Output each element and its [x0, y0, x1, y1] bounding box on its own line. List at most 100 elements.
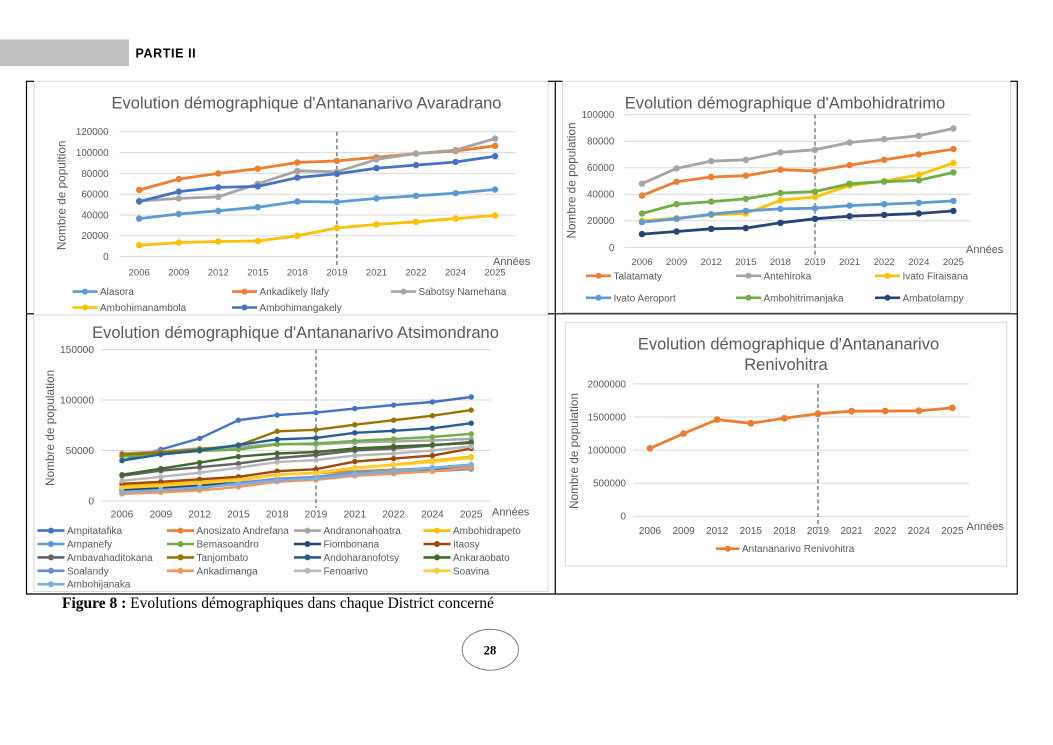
- svg-text:2018: 2018: [287, 268, 308, 279]
- svg-text:2009: 2009: [149, 509, 172, 520]
- svg-text:Soavina: Soavina: [453, 566, 490, 577]
- svg-text:Ankaraobato: Ankaraobato: [453, 553, 510, 564]
- svg-text:0: 0: [621, 512, 627, 523]
- svg-text:Années: Années: [493, 256, 531, 268]
- svg-text:2009: 2009: [168, 268, 189, 279]
- svg-text:2006: 2006: [639, 526, 662, 537]
- svg-text:2022: 2022: [405, 268, 426, 279]
- svg-text:2019: 2019: [326, 268, 347, 279]
- svg-text:2006: 2006: [631, 257, 652, 268]
- svg-text:20000: 20000: [81, 231, 109, 242]
- svg-text:2006: 2006: [111, 509, 134, 520]
- svg-text:Itaosy: Itaosy: [453, 540, 480, 551]
- svg-text:120000: 120000: [76, 127, 109, 138]
- svg-text:Renivohitra: Renivohitra: [744, 356, 828, 374]
- svg-text:Nombre de population: Nombre de population: [43, 370, 57, 486]
- svg-text:Fiombonana: Fiombonana: [324, 540, 380, 551]
- svg-text:Nombre de population: Nombre de population: [567, 393, 581, 509]
- svg-text:2012: 2012: [188, 509, 211, 520]
- svg-text:Antananarivo Renivohitra: Antananarivo Renivohitra: [742, 544, 855, 555]
- svg-text:Anosizato Andrefana: Anosizato Andrefana: [197, 526, 290, 537]
- svg-text:2024: 2024: [908, 526, 931, 537]
- svg-text:2021: 2021: [343, 509, 366, 520]
- svg-text:2019: 2019: [804, 257, 825, 268]
- svg-text:Années: Années: [966, 244, 1004, 256]
- svg-text:Soalandy: Soalandy: [67, 566, 109, 577]
- svg-text:2009: 2009: [672, 526, 695, 537]
- svg-text:2006: 2006: [129, 268, 150, 279]
- svg-text:80000: 80000: [587, 137, 615, 148]
- svg-text:100000: 100000: [582, 110, 615, 121]
- svg-text:Sabotsy Namehana: Sabotsy Namehana: [419, 287, 507, 298]
- svg-text:Antehiroka: Antehiroka: [764, 271, 812, 282]
- svg-text:500000: 500000: [593, 479, 626, 490]
- svg-text:Evolution démographique d'Ambo: Evolution démographique d'Ambohidratrimo: [625, 95, 946, 113]
- svg-text:1500000: 1500000: [588, 412, 627, 423]
- svg-text:2000000: 2000000: [588, 379, 627, 390]
- svg-text:Ambavahaditokana: Ambavahaditokana: [67, 553, 153, 564]
- svg-text:Ambohitrimanjaka: Ambohitrimanjaka: [764, 293, 844, 304]
- svg-text:2025: 2025: [485, 268, 506, 279]
- svg-text:2018: 2018: [770, 257, 791, 268]
- svg-text:2024: 2024: [445, 268, 466, 279]
- svg-text:Evolution démographique d'Anta: Evolution démographique d'Antananarivo A…: [112, 95, 502, 113]
- svg-text:Ankadikely Ilafy: Ankadikely Ilafy: [260, 287, 329, 298]
- svg-text:Années: Années: [967, 521, 1005, 533]
- svg-text:2024: 2024: [908, 257, 929, 268]
- svg-text:2015: 2015: [740, 526, 763, 537]
- svg-text:40000: 40000: [81, 210, 109, 221]
- svg-text:Andoharanofotsy: Andoharanofotsy: [324, 553, 400, 564]
- svg-text:Années: Années: [492, 506, 530, 518]
- svg-text:40000: 40000: [587, 190, 615, 201]
- svg-text:Ambatolampy: Ambatolampy: [903, 293, 964, 304]
- svg-text:2019: 2019: [305, 509, 328, 520]
- svg-text:2018: 2018: [773, 526, 796, 537]
- svg-text:PARTIE II: PARTIE II: [136, 47, 197, 61]
- svg-text:2015: 2015: [735, 257, 756, 268]
- svg-text:60000: 60000: [587, 163, 615, 174]
- svg-text:2019: 2019: [807, 526, 830, 537]
- svg-text:2021: 2021: [840, 526, 863, 537]
- svg-text:150000: 150000: [60, 345, 94, 356]
- svg-text:Ivato Firaisana: Ivato Firaisana: [903, 271, 969, 282]
- svg-text:Talatamaty: Talatamaty: [614, 271, 662, 282]
- svg-text:2022: 2022: [382, 509, 405, 520]
- svg-text:Bemasoandro: Bemasoandro: [197, 540, 260, 551]
- svg-text:2025: 2025: [941, 526, 964, 537]
- svg-text:20000: 20000: [587, 216, 615, 227]
- svg-text:0: 0: [103, 252, 109, 263]
- svg-text:Ampanefy: Ampanefy: [67, 540, 112, 551]
- svg-text:Ambohimanambola: Ambohimanambola: [100, 303, 187, 314]
- svg-text:Ambohijanaka: Ambohijanaka: [67, 580, 131, 591]
- svg-text:28: 28: [484, 643, 497, 657]
- svg-text:2015: 2015: [247, 268, 268, 279]
- svg-text:0: 0: [609, 243, 615, 254]
- svg-text:2024: 2024: [421, 509, 444, 520]
- svg-text:100000: 100000: [76, 148, 109, 159]
- svg-text:2015: 2015: [227, 509, 250, 520]
- svg-text:Figure 8 : Evolutions démograp: Figure 8 : Evolutions démographiques dan…: [62, 595, 494, 612]
- svg-text:2025: 2025: [943, 257, 964, 268]
- svg-text:Nombre de population: Nombre de population: [564, 122, 578, 238]
- svg-text:0: 0: [88, 496, 94, 507]
- svg-text:Ambohidrapeto: Ambohidrapeto: [453, 526, 521, 537]
- svg-text:Ivato Aeroport: Ivato Aeroport: [614, 293, 676, 304]
- svg-text:Fenoarivo: Fenoarivo: [324, 566, 369, 577]
- svg-text:80000: 80000: [81, 169, 109, 180]
- svg-text:2012: 2012: [208, 268, 229, 279]
- svg-text:2021: 2021: [839, 257, 860, 268]
- svg-text:2025: 2025: [460, 509, 483, 520]
- svg-text:Andranonahoatra: Andranonahoatra: [324, 526, 402, 537]
- svg-text:50000: 50000: [66, 446, 95, 457]
- svg-text:1000000: 1000000: [588, 446, 627, 457]
- svg-text:Evolution démographique d'Anta: Evolution démographique d'Antananarivo: [638, 336, 939, 354]
- svg-text:Evolution démographique d'Anta: Evolution démographique d'Antananarivo A…: [92, 324, 499, 342]
- svg-text:Alasora: Alasora: [100, 287, 134, 298]
- svg-text:Tanjombato: Tanjombato: [197, 553, 249, 564]
- svg-text:2012: 2012: [701, 257, 722, 268]
- svg-text:Ambohimangakely: Ambohimangakely: [260, 303, 342, 314]
- svg-text:2021: 2021: [366, 268, 387, 279]
- svg-text:2022: 2022: [874, 526, 897, 537]
- svg-text:Nombre de popultion: Nombre de popultion: [55, 141, 69, 251]
- svg-text:2012: 2012: [706, 526, 729, 537]
